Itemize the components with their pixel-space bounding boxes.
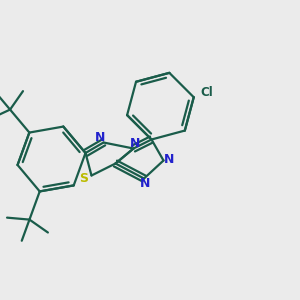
Text: N: N [130,136,140,150]
Text: N: N [95,130,105,144]
Text: S: S [80,172,88,185]
Text: Cl: Cl [200,86,213,99]
Text: N: N [140,177,150,190]
Text: N: N [164,153,175,166]
